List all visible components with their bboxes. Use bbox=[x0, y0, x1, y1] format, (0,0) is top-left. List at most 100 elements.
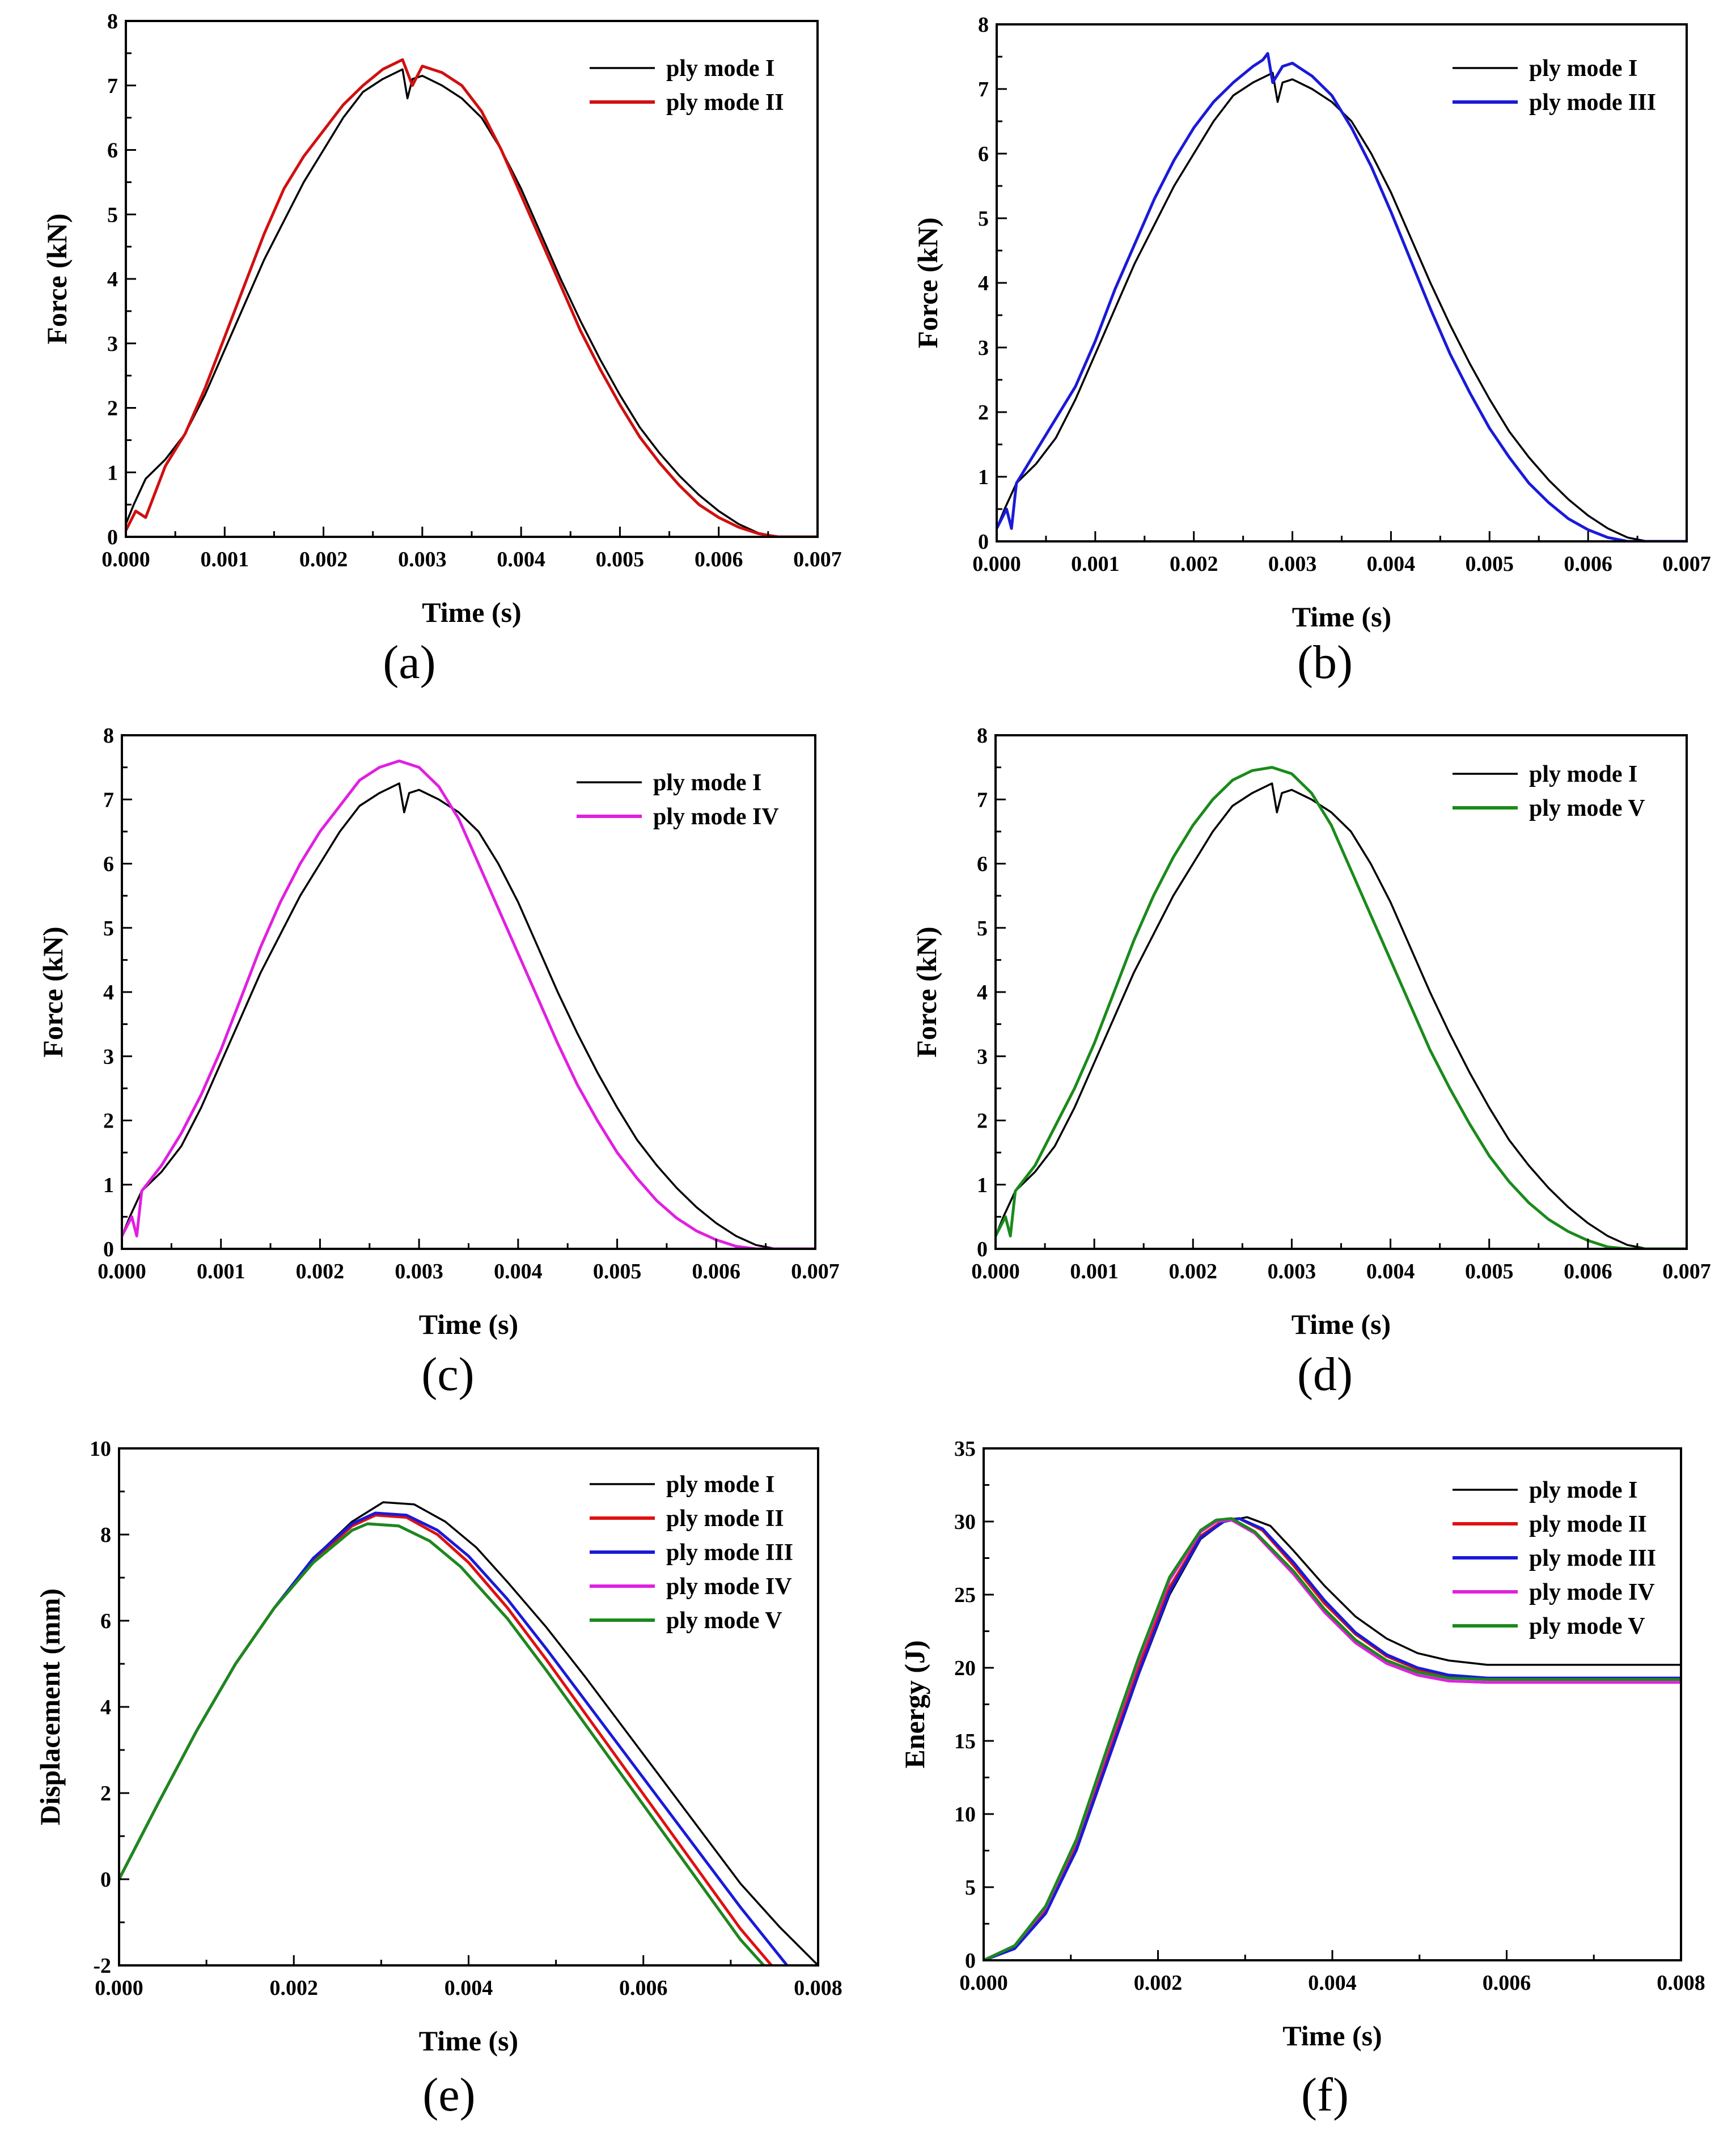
x-axis-label: Time (s) bbox=[1292, 1308, 1391, 1340]
y-tick-label: 4 bbox=[100, 1696, 111, 1719]
y-tick-label: 7 bbox=[103, 788, 114, 812]
legend-label: ply mode I bbox=[1529, 56, 1637, 82]
y-tick-label: 6 bbox=[100, 1609, 111, 1633]
x-tick-label: 0.002 bbox=[1170, 552, 1218, 576]
x-tick-label: 0.007 bbox=[1662, 552, 1711, 576]
y-tick-label: 3 bbox=[103, 1045, 114, 1069]
x-tick-label: 0.003 bbox=[1268, 552, 1317, 576]
y-axis-label: Force (kN) bbox=[912, 218, 943, 349]
x-axis-label: Time (s) bbox=[419, 1308, 518, 1340]
x-tick-label: 0.000 bbox=[971, 1260, 1020, 1283]
legend-label: ply mode II bbox=[666, 90, 784, 116]
legend-label: ply mode IV bbox=[1529, 1579, 1655, 1605]
legend-label: ply mode III bbox=[1529, 90, 1656, 116]
y-tick-label: 5 bbox=[978, 207, 989, 231]
y-tick-label: 1 bbox=[107, 461, 118, 485]
series-line bbox=[126, 68, 818, 537]
y-tick-label: 2 bbox=[100, 1782, 111, 1806]
y-tick-label: 35 bbox=[954, 1437, 976, 1461]
x-tick-label: 0.007 bbox=[793, 548, 842, 571]
x-tick-label: 0.005 bbox=[1466, 552, 1514, 576]
legend-label: ply mode II bbox=[666, 1506, 784, 1532]
x-tick-label: 0.002 bbox=[299, 548, 348, 571]
y-tick-label: 5 bbox=[965, 1876, 976, 1900]
x-tick-label: 0.007 bbox=[791, 1260, 840, 1283]
y-tick-label: 25 bbox=[954, 1583, 976, 1607]
legend-label: ply mode I bbox=[1529, 761, 1637, 787]
x-tick-label: 0.002 bbox=[1169, 1260, 1218, 1283]
x-tick-label: 0.001 bbox=[201, 548, 249, 571]
y-tick-label: 10 bbox=[90, 1437, 111, 1461]
x-tick-label: 0.006 bbox=[692, 1260, 741, 1283]
series-line bbox=[996, 766, 1687, 1249]
y-tick-label: 8 bbox=[100, 1523, 111, 1547]
series-group bbox=[996, 766, 1687, 1249]
legend-label: ply mode IV bbox=[653, 804, 779, 830]
y-tick-label: 30 bbox=[954, 1510, 976, 1534]
x-tick-label: 0.002 bbox=[1134, 1971, 1183, 1995]
y-tick-label: 7 bbox=[107, 74, 118, 98]
x-tick-label: 0.006 bbox=[619, 1976, 668, 2000]
x-tick-label: 0.002 bbox=[296, 1260, 345, 1283]
y-tick-label: 5 bbox=[977, 917, 988, 940]
x-tick-label: 0.004 bbox=[1308, 1971, 1357, 1995]
y-tick-label: 7 bbox=[977, 788, 988, 812]
chart-panel: 0.000 0.001 0.002 0.003 0.004 0.005 0.006 0.007… bbox=[41, 10, 842, 689]
series-group bbox=[997, 52, 1687, 541]
y-tick-label: 3 bbox=[977, 1045, 988, 1069]
x-tick-label: 0.002 bbox=[270, 1976, 319, 2000]
y-tick-label: 2 bbox=[978, 401, 989, 425]
legend-label: ply mode III bbox=[1529, 1545, 1656, 1571]
series-line bbox=[122, 782, 815, 1249]
y-tick-label: 0 bbox=[965, 1949, 976, 1973]
series-group bbox=[122, 759, 815, 1249]
x-axis-label: Time (s) bbox=[422, 596, 521, 628]
panel-label: (e) bbox=[422, 2069, 475, 2121]
series-line bbox=[996, 782, 1687, 1249]
chart-panel: 0.000 0.002 0.004 0.006 0.008 -2 0 2 4 6 8 10 Time (… bbox=[34, 1437, 842, 2121]
series-line bbox=[984, 1517, 1681, 1960]
x-tick-label: 0.000 bbox=[101, 548, 150, 571]
y-tick-label: 6 bbox=[977, 853, 988, 876]
y-tick-label: 20 bbox=[954, 1656, 976, 1680]
x-tick-label: 0.000 bbox=[972, 552, 1021, 576]
x-tick-label: 0.006 bbox=[1564, 1260, 1612, 1283]
chart-panel: 0.000 0.001 0.002 0.003 0.004 0.005 0.006 0.007… bbox=[912, 13, 1711, 689]
series-line bbox=[984, 1517, 1681, 1960]
x-tick-label: 0.004 bbox=[444, 1976, 493, 2000]
series-line bbox=[122, 759, 815, 1249]
x-tick-label: 0.004 bbox=[1366, 1260, 1415, 1283]
y-tick-label: 0 bbox=[100, 1868, 111, 1892]
x-tick-label: 0.000 bbox=[98, 1260, 146, 1283]
x-tick-label: 0.005 bbox=[1465, 1260, 1514, 1283]
panel-label: (f) bbox=[1301, 2069, 1349, 2121]
y-tick-label: 15 bbox=[954, 1730, 976, 1753]
x-tick-label: 0.005 bbox=[596, 548, 645, 571]
y-tick-label: 8 bbox=[107, 10, 118, 33]
y-tick-label: 0 bbox=[103, 1238, 114, 1261]
y-tick-label: 8 bbox=[103, 724, 114, 748]
x-tick-label: 0.008 bbox=[794, 1976, 842, 2000]
y-tick-label: 8 bbox=[978, 13, 989, 37]
x-tick-label: 0.008 bbox=[1657, 1971, 1705, 1995]
y-tick-label: 2 bbox=[107, 397, 118, 421]
x-tick-label: 0.001 bbox=[197, 1260, 245, 1283]
y-axis-label: Displacement (mm) bbox=[34, 1588, 66, 1825]
panel-label: (c) bbox=[421, 1348, 474, 1401]
y-tick-label: 6 bbox=[107, 139, 118, 163]
y-tick-label: 3 bbox=[978, 336, 989, 360]
legend-label: ply mode III bbox=[666, 1540, 793, 1566]
panel-label: (a) bbox=[383, 636, 435, 689]
legend-label: ply mode I bbox=[1529, 1477, 1637, 1503]
y-tick-label: 4 bbox=[103, 981, 114, 1005]
y-tick-label: 7 bbox=[978, 78, 989, 101]
y-tick-label: 3 bbox=[107, 332, 118, 356]
x-tick-label: 0.003 bbox=[395, 1260, 443, 1283]
y-tick-label: 2 bbox=[977, 1109, 988, 1133]
x-tick-label: 0.006 bbox=[1483, 1971, 1531, 1995]
x-tick-label: 0.006 bbox=[1564, 552, 1612, 576]
chart-panel: 0.000 0.002 0.004 0.006 0.008 0 5 10 15 20 25 30 35 T… bbox=[899, 1437, 1705, 2121]
chart-panel: 0.000 0.001 0.002 0.003 0.004 0.005 0.006 0.007… bbox=[911, 724, 1711, 1401]
y-tick-label: 1 bbox=[978, 465, 989, 489]
